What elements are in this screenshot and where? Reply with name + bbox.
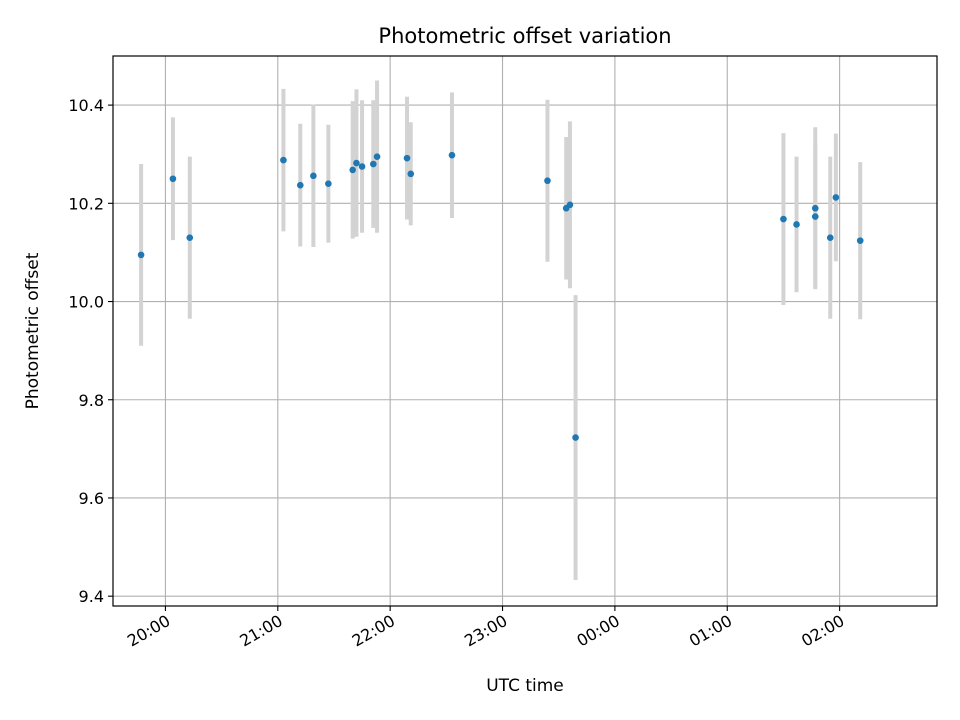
- y-tick-label: 10.0: [68, 293, 104, 312]
- data-point: [137, 251, 145, 259]
- data-point: [169, 175, 177, 183]
- data-point: [826, 234, 834, 241]
- grid-layer: [113, 56, 937, 606]
- data-point: [349, 166, 357, 174]
- data-point: [811, 213, 819, 220]
- x-tick-label: 01:00: [686, 611, 735, 651]
- x-axis-label: UTC time: [486, 676, 564, 696]
- x-tick-label: 20:00: [124, 611, 173, 651]
- data-point: [448, 151, 456, 159]
- data-point: [353, 159, 360, 167]
- data-point: [296, 181, 304, 189]
- plot-frame: [112, 55, 938, 607]
- y-axis-label: Photometric offset: [23, 252, 43, 409]
- data-point: [856, 237, 864, 244]
- errorbar-layer: [139, 80, 863, 580]
- data-point: [544, 177, 551, 185]
- data-point: [780, 215, 787, 223]
- data-point: [370, 160, 377, 168]
- data-point: [566, 201, 574, 209]
- data-point: [373, 153, 381, 160]
- chart-title: Photometric offset variation: [378, 24, 671, 48]
- data-point: [280, 156, 287, 164]
- data-point: [407, 170, 415, 178]
- x-tick-label: 21:00: [236, 611, 285, 651]
- x-tick-label: 02:00: [798, 611, 847, 651]
- data-point: [403, 154, 411, 162]
- data-point: [186, 234, 194, 241]
- x-axis: 20:00 21:00 22:00 23:00 00:00 01:00 02:00: [124, 606, 848, 651]
- data-point: [358, 163, 366, 170]
- y-tick-label: 10.2: [68, 194, 104, 213]
- y-tick-label: 10.4: [68, 96, 104, 115]
- data-point: [572, 434, 579, 441]
- data-point: [832, 194, 840, 201]
- y-tick-label: 9.4: [79, 587, 104, 606]
- data-point: [793, 221, 800, 228]
- y-tick-label: 9.8: [79, 391, 104, 410]
- y-axis: 9.4 9.6 9.8 10.0 10.2 10.4: [68, 96, 113, 606]
- x-tick-label: 22:00: [349, 611, 398, 651]
- data-point: [325, 180, 332, 187]
- data-point: [310, 172, 317, 180]
- y-tick-label: 9.6: [79, 489, 104, 508]
- point-layer: [137, 151, 864, 441]
- x-tick-label: 23:00: [461, 611, 510, 651]
- x-tick-label: 00:00: [573, 611, 622, 651]
- data-point: [811, 204, 819, 212]
